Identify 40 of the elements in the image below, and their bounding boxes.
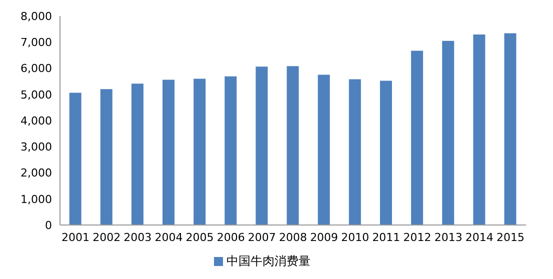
y-tick-label: 3,000 — [20, 140, 52, 154]
bar — [504, 33, 516, 225]
x-tick-label: 2011 — [372, 230, 400, 244]
bar — [100, 89, 112, 225]
bar — [411, 50, 424, 225]
bar — [224, 76, 237, 225]
bar — [194, 78, 206, 225]
y-tick-label: 8,000 — [20, 10, 52, 23]
bar — [256, 66, 268, 225]
x-tick-label: 2006 — [216, 230, 245, 244]
bar — [348, 79, 361, 225]
x-tick-label: 2014 — [465, 230, 494, 244]
x-tick-label: 2009 — [310, 230, 338, 244]
x-tick-label: 2012 — [403, 230, 432, 244]
bar — [162, 80, 175, 225]
bar — [442, 40, 454, 225]
x-tick-label: 2005 — [186, 230, 214, 244]
y-tick-label: 2,000 — [20, 166, 52, 180]
y-tick-label: 1,000 — [20, 192, 52, 206]
y-tick-label: 4,000 — [20, 114, 52, 128]
bar — [131, 84, 144, 225]
legend-label: 中国牛肉消费量 — [226, 254, 310, 268]
bar — [69, 92, 82, 225]
x-tick-label: 2004 — [154, 230, 183, 244]
y-tick-label: 6,000 — [20, 62, 52, 76]
y-tick-label: 5,000 — [20, 88, 52, 102]
x-tick-label: 2001 — [62, 230, 90, 244]
x-tick-label: 2007 — [248, 230, 276, 244]
y-tick-label: 7,000 — [20, 36, 52, 50]
x-tick-label: 2008 — [279, 230, 307, 244]
x-tick-label: 2002 — [92, 230, 121, 244]
bar — [380, 80, 392, 225]
bar — [286, 66, 299, 225]
bar — [473, 34, 486, 225]
x-tick-label: 2013 — [434, 230, 462, 244]
y-tick-label: 0 — [45, 218, 52, 232]
x-tick-label: 2010 — [341, 230, 370, 244]
x-tick-label: 2003 — [124, 230, 152, 244]
x-tick-label: 2015 — [496, 230, 524, 244]
bar — [318, 74, 330, 225]
